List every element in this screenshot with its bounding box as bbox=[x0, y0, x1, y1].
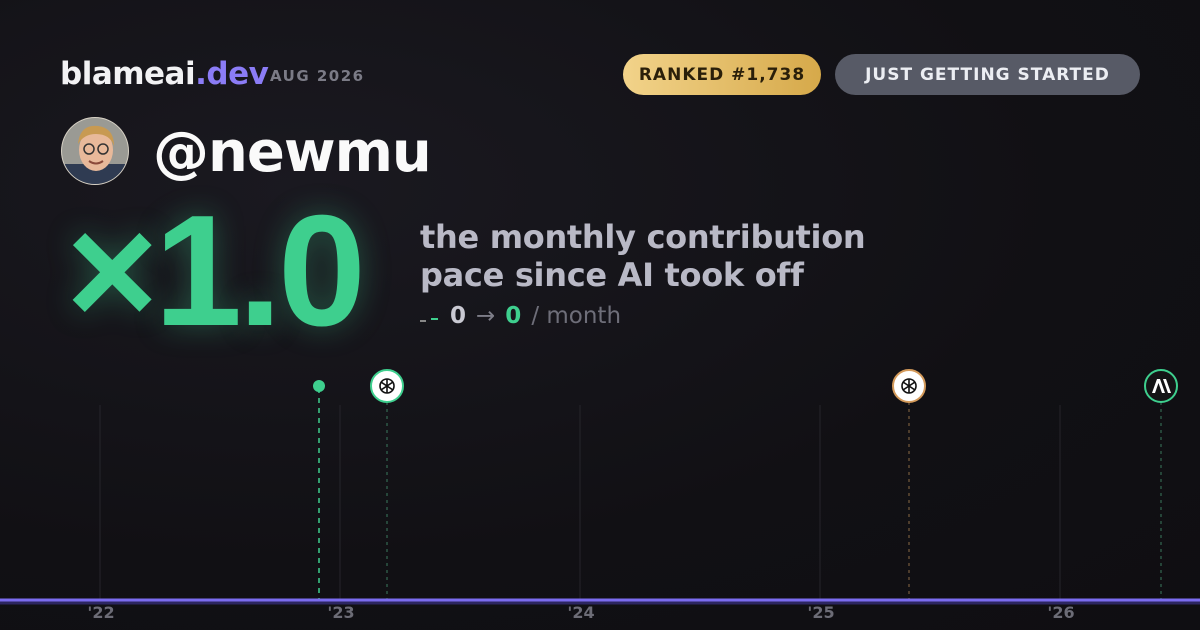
timeline bbox=[0, 369, 1200, 605]
rate-to: 0 bbox=[505, 303, 522, 329]
status-badge: JUST GETTING STARTED bbox=[835, 54, 1140, 95]
brand-name: blameai bbox=[60, 56, 196, 92]
caption: the monthly contribution pace since AI t… bbox=[420, 218, 866, 294]
year-lines bbox=[99, 405, 1061, 600]
year-label: '25 bbox=[807, 603, 835, 622]
openai-icon bbox=[370, 369, 404, 403]
brand-suffix: .dev bbox=[195, 56, 269, 92]
sparkline bbox=[420, 318, 438, 322]
multiplier: ×1.0 bbox=[66, 183, 366, 359]
anthropic-icon bbox=[1144, 369, 1178, 403]
avatar bbox=[61, 117, 129, 185]
year-label: '23 bbox=[327, 603, 355, 622]
brand: blameai.dev bbox=[60, 56, 269, 92]
rate-arrow: → bbox=[476, 303, 496, 329]
caption-line: pace since AI took off bbox=[420, 256, 804, 294]
handle: @newmu bbox=[153, 120, 432, 185]
year-label: '26 bbox=[1047, 603, 1075, 622]
openai-icon bbox=[892, 369, 926, 403]
ai-start-dot bbox=[313, 380, 325, 392]
year-label: '24 bbox=[567, 603, 595, 622]
rate-from: 0 bbox=[450, 303, 467, 329]
caption-line: the monthly contribution bbox=[420, 218, 866, 256]
year-label: '22 bbox=[87, 603, 115, 622]
period: AUG 2026 bbox=[270, 67, 365, 85]
rate: 0 → 0 / month bbox=[420, 303, 621, 329]
rank-badge: RANKED #1,738 bbox=[623, 54, 821, 95]
rate-unit: / month bbox=[531, 303, 622, 329]
